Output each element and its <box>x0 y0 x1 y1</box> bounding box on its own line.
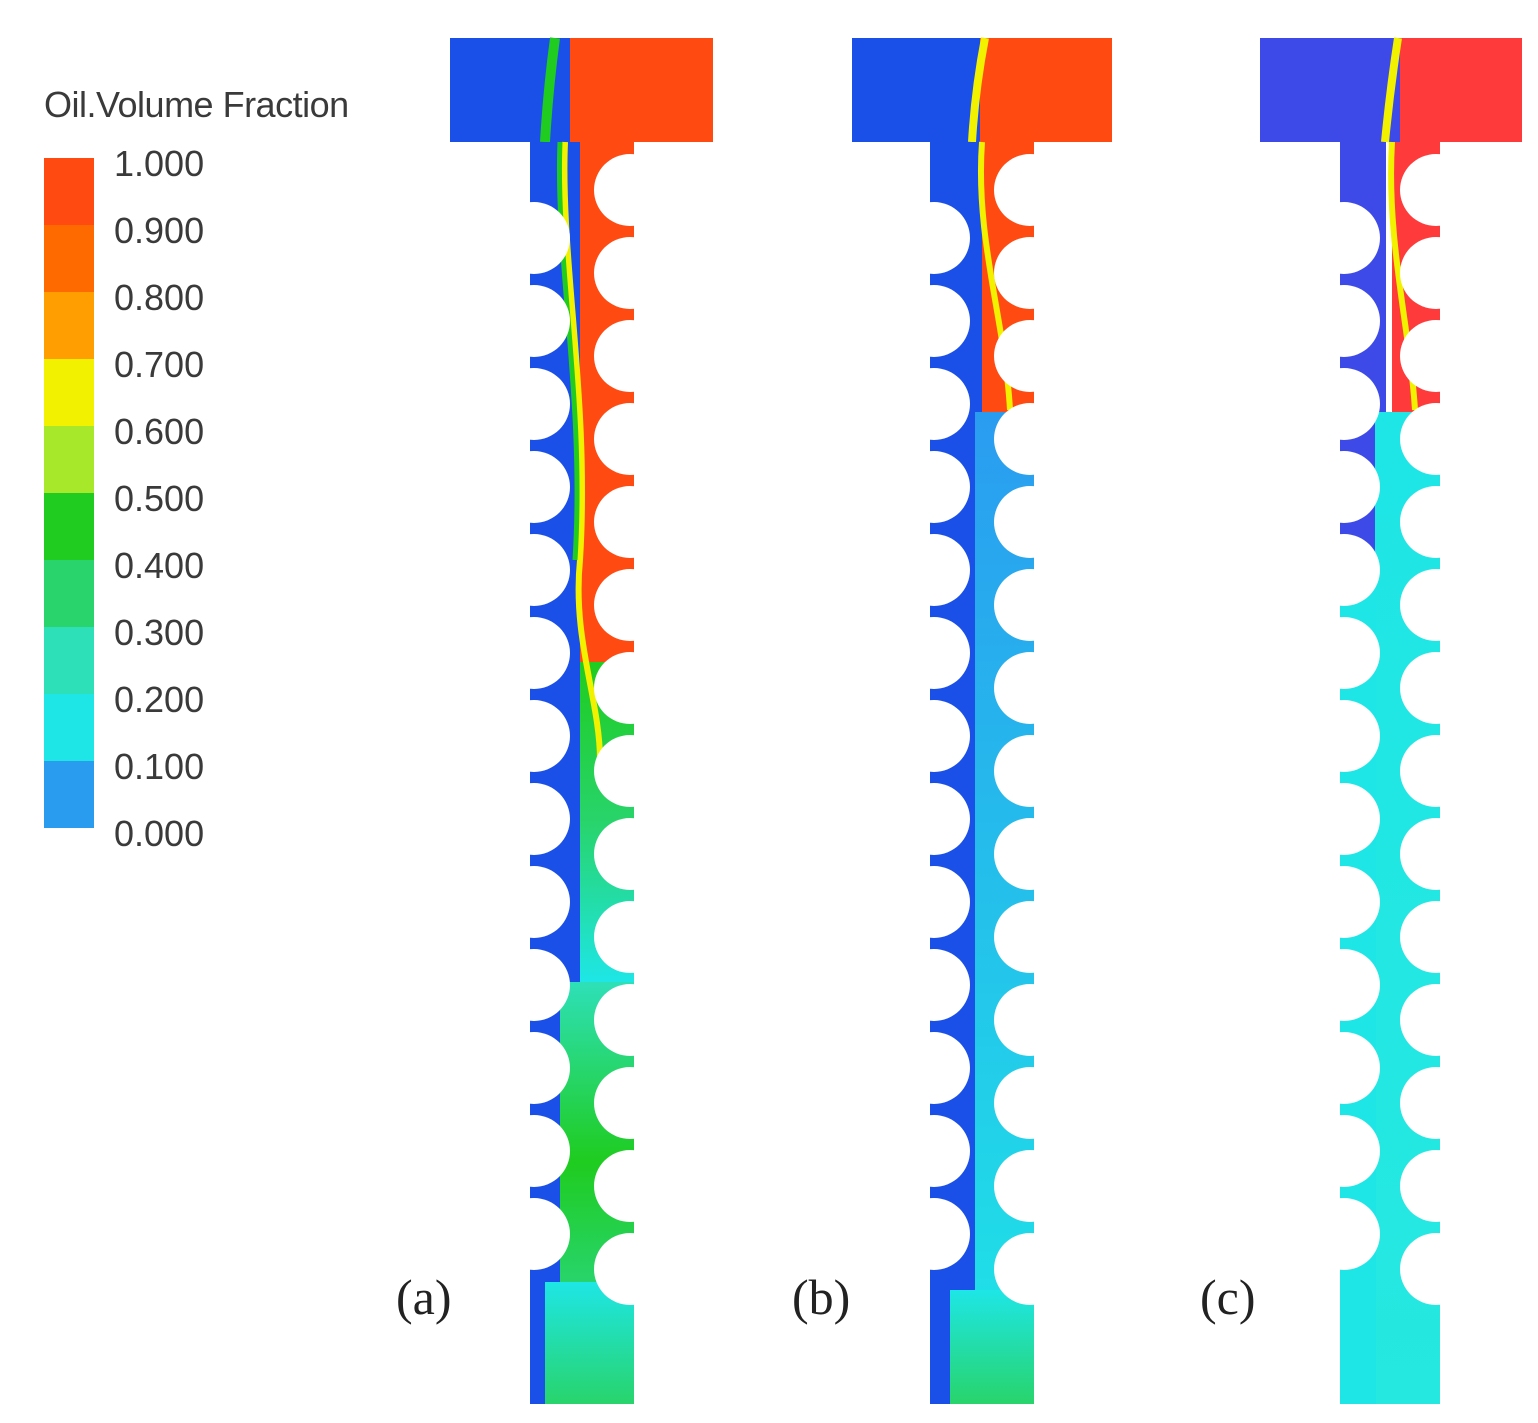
obstacle-circle <box>898 285 970 357</box>
colorbar-tick-label: 0.000 <box>114 813 205 854</box>
obstacle-circle <box>898 368 970 440</box>
panel-b-top-oil <box>980 38 1112 142</box>
obstacle-circle <box>898 1198 970 1270</box>
obstacle-circle <box>898 1115 970 1187</box>
colorbar-band <box>44 627 94 694</box>
colorbar-band <box>44 359 94 426</box>
obstacle-circle <box>1308 534 1380 606</box>
colorbar-tick-label: 0.800 <box>114 277 205 318</box>
obstacle-circle <box>1308 451 1380 523</box>
obstacle-circle <box>898 1032 970 1104</box>
colorbar-tick-label: 0.300 <box>114 612 205 653</box>
panel-label-c: (c) <box>1200 1269 1256 1325</box>
obstacle-circle <box>498 451 570 523</box>
obstacle-circle <box>498 700 570 772</box>
obstacle-circle <box>898 534 970 606</box>
colorbar-band <box>44 761 94 828</box>
obstacle-circle <box>1308 1032 1380 1104</box>
obstacle-circle <box>898 700 970 772</box>
panel-c-top-water <box>1260 38 1400 142</box>
colorbar-tick-label: 0.100 <box>114 746 205 787</box>
colorbar-band <box>44 426 94 493</box>
obstacle-circle <box>498 368 570 440</box>
panel-b <box>852 37 1112 1404</box>
panel-label-b: (b) <box>792 1269 851 1325</box>
obstacle-circle <box>898 617 970 689</box>
obstacle-circle <box>498 949 570 1021</box>
obstacle-circle <box>898 866 970 938</box>
colorbar-tick-label: 0.900 <box>114 210 205 251</box>
colorbar <box>44 158 94 828</box>
colorbar-tick-label: 0.200 <box>114 679 205 720</box>
panel-a-top-interface <box>540 37 560 143</box>
obstacle-circle <box>1308 783 1380 855</box>
obstacle-circle <box>898 949 970 1021</box>
colorbar-band <box>44 694 94 761</box>
colorbar-tick-label: 0.500 <box>114 478 205 519</box>
colorbar-band <box>44 493 94 560</box>
obstacle-circle <box>898 783 970 855</box>
obstacle-circle <box>1308 202 1380 274</box>
panel-a-top-oil <box>570 38 713 142</box>
obstacle-circle <box>1308 1198 1380 1270</box>
colorbar-tick-label: 0.600 <box>114 411 205 452</box>
legend-title: Oil.Volume Fraction <box>44 84 349 125</box>
obstacle-circle <box>898 202 970 274</box>
obstacle-circle <box>498 1032 570 1104</box>
obstacle-circle <box>1308 700 1380 772</box>
colorbar-tick-label: 0.700 <box>114 344 205 385</box>
obstacle-circle <box>498 1115 570 1187</box>
colorbar-band <box>44 158 94 225</box>
colorbar-band <box>44 560 94 627</box>
obstacle-circle <box>1308 866 1380 938</box>
colorbar-band <box>44 292 94 359</box>
colorbar-tick-label: 1.000 <box>114 143 205 184</box>
obstacle-circle <box>498 617 570 689</box>
obstacle-circle <box>1308 285 1380 357</box>
panel-c-top-oil <box>1400 38 1522 142</box>
obstacle-circle <box>1308 617 1380 689</box>
obstacle-circle <box>498 534 570 606</box>
panel-b-top-water <box>852 38 980 142</box>
obstacle-circle <box>1308 1115 1380 1187</box>
obstacle-circle <box>498 783 570 855</box>
colorbar-band <box>44 225 94 292</box>
colorbar-tick-label: 0.400 <box>114 545 205 586</box>
obstacle-circle <box>898 451 970 523</box>
obstacle-circle <box>498 285 570 357</box>
obstacle-circle <box>1308 368 1380 440</box>
obstacle-circle <box>498 866 570 938</box>
panel-label-a: (a) <box>396 1269 452 1325</box>
obstacle-circle <box>498 1198 570 1270</box>
obstacle-circle <box>1308 949 1380 1021</box>
obstacle-circle <box>498 202 570 274</box>
